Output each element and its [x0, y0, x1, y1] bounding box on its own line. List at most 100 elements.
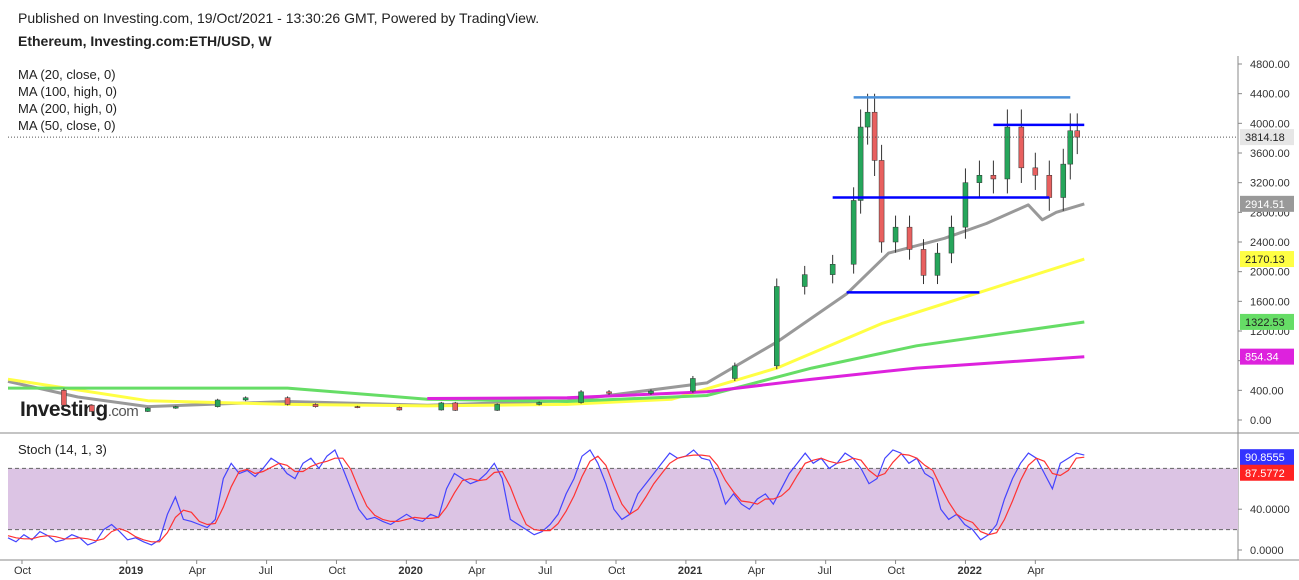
candle-body[interactable]: [1060, 163, 1067, 198]
legend-ma50[interactable]: MA (50, close, 0): [18, 118, 116, 133]
stoch-value-label: 87.5772: [1245, 468, 1285, 480]
price-tick-label: 0.00: [1250, 415, 1271, 427]
candle-body[interactable]: [934, 252, 941, 276]
candle-body[interactable]: [438, 402, 445, 411]
candle-body[interactable]: [536, 402, 542, 405]
time-tick-label: Oct: [328, 565, 345, 577]
candle-body[interactable]: [962, 182, 969, 228]
candle-body[interactable]: [284, 397, 291, 405]
stoch-line-0: [7, 449, 1085, 546]
price-tick-label: 4400.00: [1250, 89, 1290, 101]
ma-legend: MA (20, close, 0) MA (100, high, 0) MA (…: [18, 66, 117, 134]
candle-body[interactable]: [312, 404, 319, 407]
last-price-label: 3814.18: [1245, 132, 1285, 144]
price-tick-label: 400.00: [1250, 385, 1284, 397]
time-tick-label: Jul: [818, 565, 832, 577]
time-tick-label: Oct: [14, 565, 31, 577]
time-tick-label: Apr: [468, 565, 485, 577]
price-tick-label: 3200.00: [1250, 178, 1290, 190]
time-tick-label: 2022: [957, 565, 981, 577]
ma-value-box: [1240, 195, 1294, 212]
legend-ma200[interactable]: MA (200, high, 0): [18, 101, 117, 116]
candle-body[interactable]: [976, 175, 983, 183]
candle-body[interactable]: [494, 404, 500, 411]
time-tick-label: Apr: [189, 565, 206, 577]
stoch-tick-label: 40.0000: [1250, 504, 1290, 516]
ma-line-2: [8, 320, 1085, 403]
candle-body[interactable]: [906, 226, 913, 250]
candle-body[interactable]: [1018, 126, 1025, 169]
candle-body[interactable]: [690, 378, 696, 392]
candle-body[interactable]: [774, 286, 780, 367]
candle-body[interactable]: [857, 126, 864, 201]
candle-body[interactable]: [606, 391, 612, 394]
candle-body[interactable]: [452, 402, 459, 411]
candle-body[interactable]: [1074, 130, 1081, 138]
stoch-value-label: 90.8555: [1245, 452, 1285, 464]
candle-body[interactable]: [871, 111, 878, 161]
candle-body[interactable]: [1032, 167, 1039, 176]
price-tick-label: 4800.00: [1250, 59, 1290, 71]
ma-line-0: [7, 202, 1085, 409]
candle-body[interactable]: [578, 391, 584, 403]
candle-body[interactable]: [61, 390, 67, 406]
candle-body[interactable]: [396, 407, 403, 411]
candle-body[interactable]: [878, 160, 885, 243]
ma-line-3: [427, 355, 1085, 400]
candle-body[interactable]: [1004, 126, 1011, 180]
time-tick-label: 2021: [678, 565, 702, 577]
ma-value-box: [1240, 313, 1294, 330]
stoch-tick-label: 0.0000: [1250, 545, 1284, 557]
published-note: Published on Investing.com, 19/Oct/2021 …: [18, 10, 540, 26]
stoch-value-box: [1240, 449, 1294, 466]
stoch-band: [8, 468, 1238, 530]
price-tick-label: 2000.00: [1250, 267, 1290, 279]
candle-body[interactable]: [1067, 130, 1074, 165]
logo-suffix: .com: [107, 403, 139, 420]
stoch-legend[interactable]: Stoch (14, 1, 3): [18, 442, 107, 457]
chart-title: Ethereum, Investing.com:ETH/USD, W: [18, 33, 272, 49]
candle-body[interactable]: [801, 274, 808, 287]
legend-ma100[interactable]: MA (100, high, 0): [18, 84, 117, 99]
stoch-line-1: [7, 453, 1085, 543]
candle-body[interactable]: [89, 404, 95, 412]
candle-body[interactable]: [850, 200, 857, 265]
candle-body[interactable]: [1046, 175, 1053, 198]
time-tick-label: 2019: [119, 565, 143, 577]
investing-logo: Investing.com: [20, 398, 139, 422]
time-tick-label: Oct: [888, 565, 905, 577]
price-tick-label: 1600.00: [1250, 296, 1290, 308]
candle-body[interactable]: [242, 397, 249, 401]
price-tick-label: 3600.00: [1250, 148, 1290, 160]
time-tick-label: Apr: [748, 565, 765, 577]
time-tick-label: Jul: [259, 565, 273, 577]
candle-body[interactable]: [864, 111, 871, 128]
time-tick-label: 2020: [398, 565, 422, 577]
candle-body[interactable]: [145, 407, 151, 412]
ma-value-label: 854.34: [1245, 352, 1279, 364]
time-tick-label: Apr: [1027, 565, 1044, 577]
candle-body[interactable]: [172, 406, 179, 409]
time-tick-label: Jul: [538, 565, 552, 577]
candle-body[interactable]: [648, 390, 654, 394]
ma-value-label: 2170.13: [1245, 254, 1285, 266]
candle-body[interactable]: [948, 226, 955, 254]
candle-body[interactable]: [214, 399, 221, 407]
ma-value-label: 1322.53: [1245, 317, 1285, 329]
candle-body[interactable]: [990, 175, 997, 180]
stoch-value-box: [1240, 464, 1294, 481]
candle-body[interactable]: [829, 264, 836, 275]
ma-value-label: 2914.51: [1245, 199, 1285, 211]
candle-body[interactable]: [354, 406, 361, 408]
last-price-box: [1240, 129, 1294, 146]
logo-text: Investing: [20, 398, 108, 421]
ma-line-1: [7, 257, 1085, 408]
candle-body[interactable]: [892, 226, 899, 243]
candle-body[interactable]: [732, 365, 738, 379]
time-tick-label: Oct: [608, 565, 625, 577]
candle-body[interactable]: [920, 249, 927, 276]
price-tick-label: 4000.00: [1250, 118, 1290, 130]
ma-value-box: [1240, 251, 1294, 268]
legend-ma20[interactable]: MA (20, close, 0): [18, 67, 116, 82]
